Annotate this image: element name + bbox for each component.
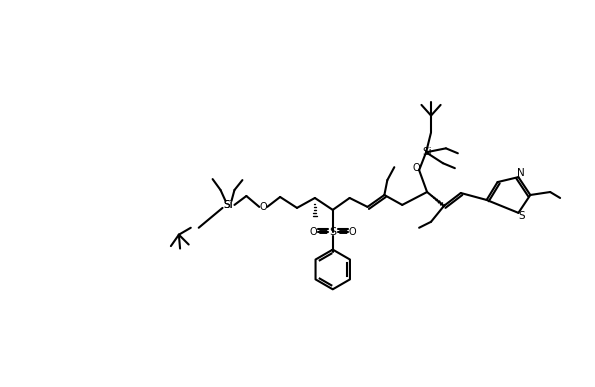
- Text: O: O: [349, 227, 356, 237]
- Text: Si: Si: [224, 200, 233, 210]
- Text: O: O: [309, 227, 317, 237]
- Text: Si: Si: [422, 147, 432, 157]
- Text: Si: Si: [224, 200, 233, 210]
- Text: O: O: [412, 163, 420, 173]
- Text: N: N: [516, 168, 524, 178]
- Text: S: S: [329, 227, 336, 237]
- Text: O: O: [259, 202, 267, 212]
- Text: =: =: [318, 226, 328, 239]
- Text: =: =: [337, 226, 348, 239]
- Text: S: S: [518, 211, 525, 221]
